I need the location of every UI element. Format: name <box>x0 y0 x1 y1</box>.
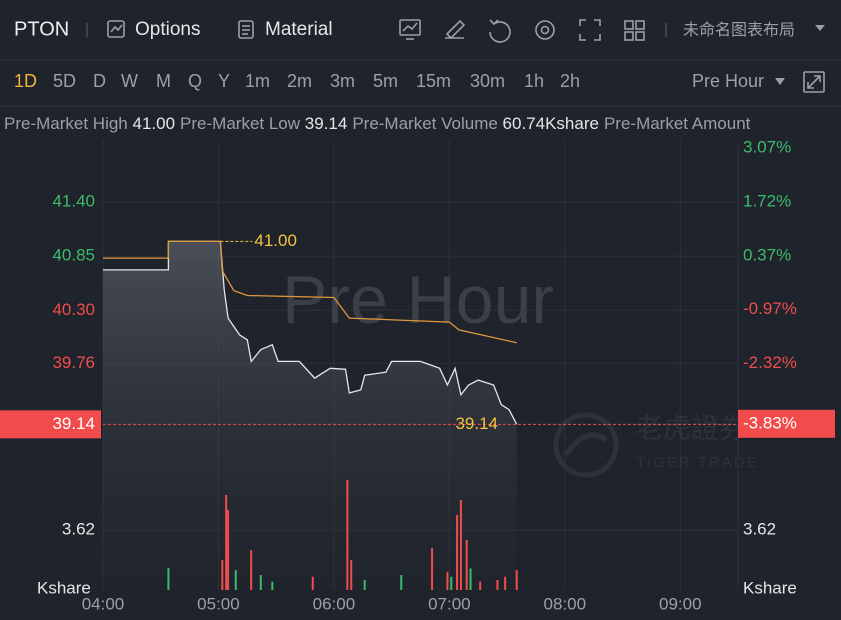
y2-tick-label: 3.07% <box>743 137 791 156</box>
volume-bar <box>459 500 462 590</box>
volume-bar <box>479 581 482 590</box>
y-tick-label: 41.40 <box>52 192 95 211</box>
volume-bar <box>504 576 507 590</box>
layout-name[interactable]: 未命名图表布局 <box>683 21 795 39</box>
x-tick-label: 08:00 <box>544 594 587 613</box>
volume-bar <box>271 581 274 590</box>
last-price-box <box>0 410 101 439</box>
symbol[interactable]: PTON <box>14 18 69 40</box>
volume-bar <box>346 479 349 590</box>
material-icon[interactable] <box>238 20 254 39</box>
stat-label: Pre-Market High <box>4 114 128 133</box>
period-button[interactable]: W <box>121 71 138 91</box>
period-button[interactable]: 3m <box>330 71 355 91</box>
dropdown-arrow[interactable] <box>815 25 825 31</box>
material-button[interactable]: Material <box>265 19 333 40</box>
y2-tick-label: 1.72% <box>743 191 791 210</box>
period-button[interactable]: 1D <box>14 71 37 91</box>
period-button[interactable]: 30m <box>470 71 505 91</box>
period-button[interactable]: 15m <box>416 71 451 91</box>
logo: 老虎證券 TIGER TRADE <box>553 412 759 478</box>
y2-tick-label: -0.97% <box>743 299 797 318</box>
volume-tick-label: 3.62 <box>743 519 776 538</box>
volume-bar <box>225 495 228 590</box>
session-selector[interactable]: Pre Hour <box>692 71 764 91</box>
volume-bar <box>456 514 459 590</box>
period-button[interactable]: Q <box>188 71 202 91</box>
period-button[interactable]: 1m <box>245 71 270 91</box>
reset-icon[interactable] <box>489 19 511 43</box>
expand-icon[interactable] <box>803 71 825 93</box>
volume-bar <box>167 567 170 590</box>
stats-bar: Pre-Market High 41.00 Pre-Market Low 39.1… <box>4 114 841 138</box>
period-button[interactable]: D <box>93 71 106 91</box>
period-button[interactable]: 1h <box>524 71 544 91</box>
volume-bar <box>221 560 224 590</box>
volume-bar <box>431 548 434 590</box>
stat-value: 60.74Kshare <box>502 114 599 133</box>
price-area <box>103 241 517 590</box>
volume-bar <box>496 580 499 590</box>
last-price-label: 39.14 <box>52 414 95 433</box>
options-icon[interactable] <box>107 20 125 38</box>
price-line <box>103 240 518 425</box>
volume-bar <box>515 570 518 590</box>
volume-bar <box>311 576 314 590</box>
options-button[interactable]: Options <box>135 19 200 40</box>
y2-tick-label: 0.37% <box>743 245 791 264</box>
x-tick-label: 04:00 <box>82 594 125 613</box>
x-tick-label: 06:00 <box>313 594 356 613</box>
logo-en: TIGER TRADE <box>636 454 759 471</box>
x-tick-label: 09:00 <box>659 594 702 613</box>
x-tick-label: 07:00 <box>428 594 471 613</box>
volume-bar <box>227 509 230 590</box>
period-button[interactable]: 5m <box>373 71 398 91</box>
period-button[interactable]: 2m <box>287 71 312 91</box>
stat-label: Pre-Market Low <box>180 114 301 133</box>
volume-bar <box>250 550 253 590</box>
volume-bar <box>363 580 366 590</box>
volume-bar <box>400 575 403 590</box>
period-button[interactable]: M <box>156 71 171 91</box>
volume-bar <box>350 560 353 590</box>
logo-cn: 老虎證券 <box>635 412 747 443</box>
period-button[interactable]: 5D <box>53 71 76 91</box>
y-tick-label: 40.30 <box>52 300 95 319</box>
volume-bar <box>450 576 453 590</box>
last-change-box <box>738 409 835 438</box>
last-price-tag: 39.14 <box>455 414 498 433</box>
stat-value: 41.00 <box>132 114 176 133</box>
y-tick-label: 39.76 <box>52 353 95 372</box>
dropdown-arrow[interactable] <box>775 78 785 85</box>
layout-icon[interactable] <box>624 20 645 41</box>
y2-tick-label: -2.32% <box>743 353 797 372</box>
high-label: 41.00 <box>254 231 297 250</box>
volume-bar <box>465 539 468 590</box>
last-change-label: -3.83% <box>743 413 797 432</box>
stat-value: 39.14 <box>304 114 348 133</box>
average-line <box>103 240 517 344</box>
volume-bar <box>234 570 237 590</box>
volume-bar <box>446 571 449 590</box>
indicator-icon[interactable] <box>399 19 421 40</box>
period-button[interactable]: Y <box>218 71 230 91</box>
volume-bar <box>259 575 262 590</box>
fullscreen-icon[interactable] <box>579 19 601 41</box>
draw-icon[interactable] <box>445 19 466 40</box>
volume-unit: Kshare <box>37 578 91 597</box>
y-tick-label: 40.85 <box>52 246 95 265</box>
stat-label: Pre-Market Volume <box>352 114 498 133</box>
settings-icon[interactable] <box>535 20 555 40</box>
volume-bar <box>469 568 472 590</box>
stat-label: Pre-Market Amount <box>603 114 751 133</box>
x-tick-label: 05:00 <box>197 594 240 613</box>
watermark: Pre Hour <box>282 262 554 338</box>
volume-tick-label: 3.62 <box>62 519 95 538</box>
volume-unit: Kshare <box>743 578 797 597</box>
period-button[interactable]: 2h <box>560 71 580 91</box>
